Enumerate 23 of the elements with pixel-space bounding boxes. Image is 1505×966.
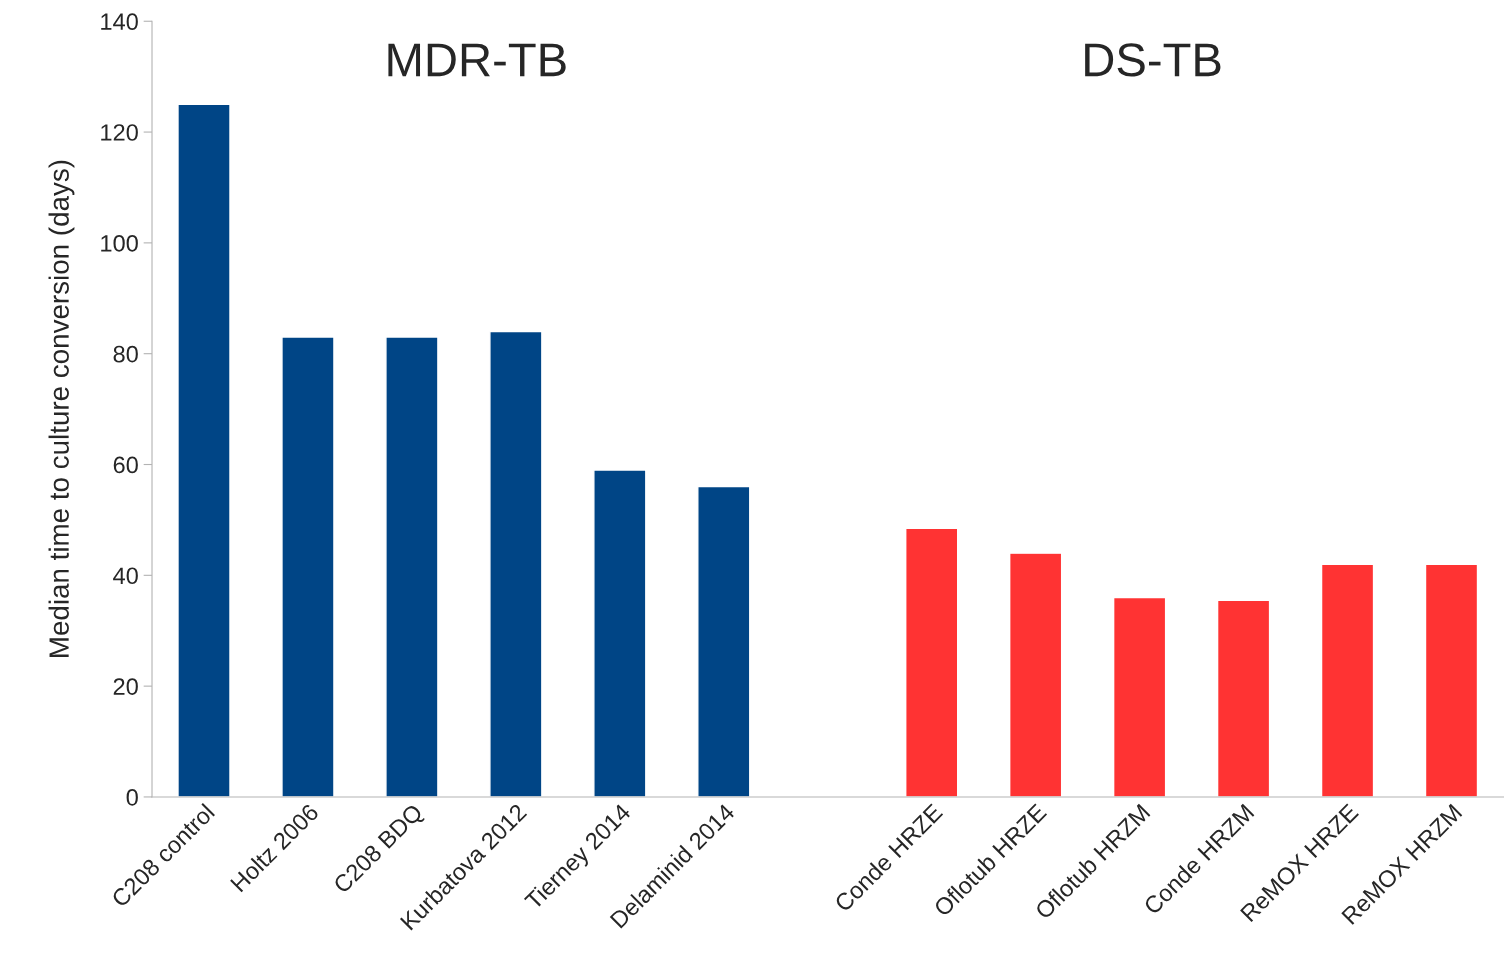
- bar: [1424, 563, 1479, 797]
- bar: [905, 527, 959, 797]
- bar: [1008, 552, 1063, 797]
- y-tick-label: 100: [101, 234, 138, 252]
- y-tick-label: 40: [113, 567, 138, 585]
- bar: [593, 469, 647, 797]
- bar: [177, 103, 231, 797]
- bar: [697, 485, 751, 797]
- annotation: DS-TB: [1085, 43, 1221, 77]
- bar: [489, 330, 543, 797]
- y-tick-label: 60: [113, 456, 138, 474]
- y-tick-label: 120: [101, 124, 138, 141]
- bar: [1320, 563, 1375, 797]
- y-tick-label: 20: [113, 678, 138, 695]
- annotation: MDR-TB: [388, 43, 566, 77]
- y-tick-label: 80: [113, 345, 138, 363]
- bar: [385, 336, 439, 797]
- y-tick-label: 0: [126, 789, 138, 806]
- y-tick-label: 140: [101, 13, 138, 31]
- bar: [1216, 599, 1271, 797]
- bar: [281, 336, 335, 797]
- y-axis-title: Median time to culture conversion (days): [48, 160, 75, 657]
- bar: [1112, 596, 1167, 797]
